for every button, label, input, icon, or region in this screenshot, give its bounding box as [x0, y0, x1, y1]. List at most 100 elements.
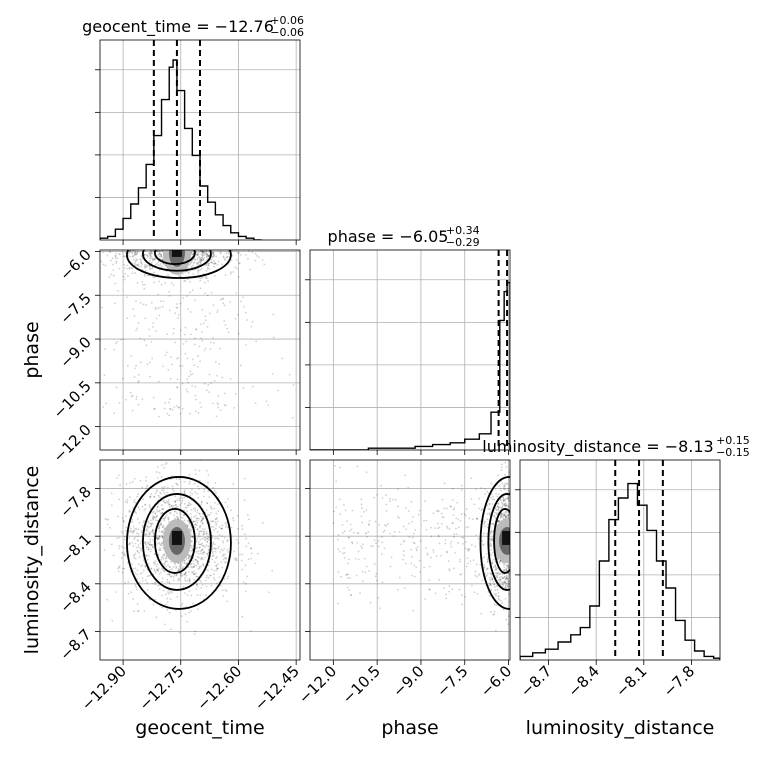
sample-point [214, 527, 217, 530]
sample-point [371, 545, 374, 548]
sample-point [403, 587, 406, 590]
sample-point [156, 538, 159, 541]
sample-point [195, 587, 198, 590]
sample-point [514, 544, 516, 546]
sample-point [513, 540, 515, 542]
sample-point [498, 560, 501, 563]
sample-point [503, 581, 506, 583]
sample-point [504, 488, 507, 491]
sample-point [148, 375, 151, 378]
sample-point [131, 267, 134, 270]
sample-point [135, 546, 138, 549]
sample-point [135, 527, 138, 530]
sample-point [213, 578, 216, 581]
sample-point [160, 283, 163, 286]
sample-point [156, 245, 158, 247]
sample-point [135, 253, 137, 256]
sample-point [488, 503, 491, 506]
sample-point [511, 535, 513, 537]
sample-point [114, 255, 117, 257]
sample-point [149, 255, 152, 257]
sample-point [198, 263, 201, 266]
sample-point [69, 379, 71, 381]
sample-point [515, 476, 517, 478]
sample-point [482, 543, 485, 546]
sample-point [524, 546, 526, 548]
sample-point [123, 552, 126, 555]
sample-point [142, 569, 145, 572]
sample-point [271, 372, 274, 375]
sample-point [494, 572, 497, 575]
sample-point [194, 520, 197, 523]
sample-point [207, 473, 210, 476]
sample-point [183, 559, 186, 562]
sample-point [432, 548, 435, 551]
sample-point [281, 357, 284, 360]
sample-point [212, 255, 215, 258]
sample-point [130, 530, 133, 533]
sample-point [147, 546, 150, 549]
sample-point [204, 237, 206, 239]
sample-point [199, 550, 202, 552]
sample-point [176, 386, 179, 389]
sample-point [186, 357, 189, 360]
sample-point [225, 590, 228, 592]
sample-point [511, 527, 513, 529]
sample-point [425, 519, 428, 522]
sample-point [127, 543, 130, 546]
sample-point [492, 566, 495, 569]
sample-point [196, 253, 198, 256]
sample-point [377, 540, 380, 542]
sample-point [112, 274, 115, 277]
sample-point [170, 505, 173, 508]
sample-point [146, 588, 149, 591]
sample-point [160, 254, 163, 257]
sample-point [149, 250, 152, 253]
sample-point [505, 515, 508, 518]
sample-point [351, 542, 354, 545]
sample-point [196, 262, 198, 265]
sample-point [163, 485, 166, 488]
sample-point [159, 544, 162, 546]
sample-point [160, 558, 163, 561]
sample-point [155, 237, 157, 239]
sample-point [410, 562, 413, 565]
sample-point [152, 247, 154, 249]
sample-point [522, 546, 524, 548]
sample-point [97, 574, 99, 576]
sample-point [499, 578, 502, 581]
sample-point [203, 282, 206, 284]
sample-point [245, 590, 247, 593]
sample-point [515, 501, 517, 503]
sample-point [245, 241, 247, 243]
sample-point [108, 276, 111, 278]
sample-point [179, 412, 182, 415]
sample-point [111, 619, 114, 622]
sample-point [181, 517, 184, 519]
sample-point [452, 514, 455, 516]
sample-point [521, 537, 523, 539]
sample-point [186, 579, 189, 582]
sample-point [463, 513, 466, 515]
sample-point [162, 529, 165, 532]
sample-point [174, 312, 177, 315]
sample-point [482, 544, 485, 547]
sample-point [434, 527, 436, 530]
sample-point [176, 357, 179, 360]
sample-point [453, 533, 455, 536]
sample-point [121, 377, 124, 380]
sample-point [170, 246, 172, 248]
sample-point [205, 585, 208, 588]
sample-point [135, 398, 138, 401]
sample-point [517, 482, 519, 484]
sample-point [242, 581, 245, 583]
sample-point [163, 517, 166, 520]
sample-point [512, 557, 514, 559]
sample-point [505, 515, 507, 518]
sample-point [495, 594, 497, 597]
sample-point [184, 231, 186, 233]
sample-point [204, 347, 207, 350]
sample-point [504, 502, 507, 505]
panel-title-text: geocent_time = −12.76 [82, 17, 274, 37]
sample-point [208, 574, 211, 577]
